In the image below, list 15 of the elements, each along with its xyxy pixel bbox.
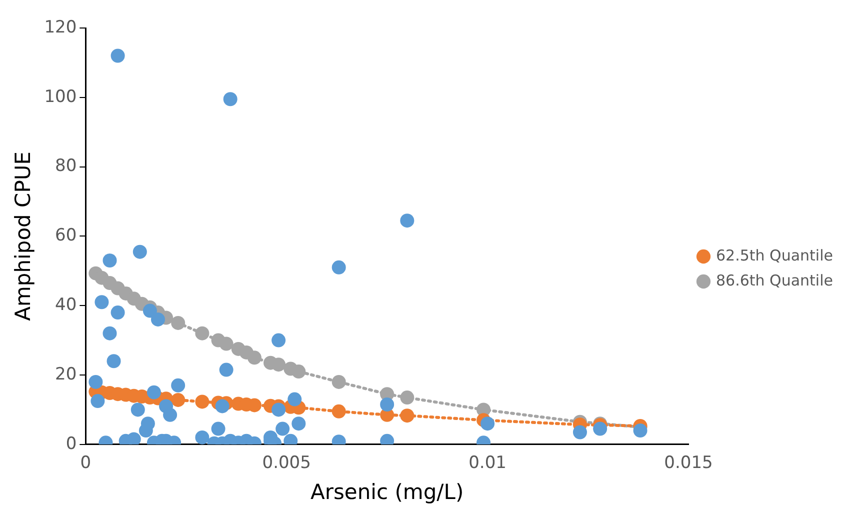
- y-tick-label: 100: [44, 86, 77, 107]
- y-tick-label: 80: [55, 156, 77, 176]
- legend-label: 86.6th Quantile: [716, 271, 834, 290]
- y-tick-label: 120: [44, 17, 77, 38]
- x-axis-title: Arsenic (mg/L): [310, 480, 464, 504]
- y-tick-label: 60: [55, 226, 77, 246]
- legend-label: 62.5th Quantile: [716, 246, 834, 264]
- x-tick-label: 0.005: [262, 453, 311, 474]
- x-tick-label: 0.015: [664, 453, 713, 474]
- x-tick-label: 0.01: [468, 453, 506, 474]
- y-tick-label: 40: [55, 295, 77, 316]
- x-tick-label: 0: [80, 453, 92, 474]
- y-tick-label: 0: [66, 434, 77, 454]
- y-tick-label: 20: [55, 364, 77, 384]
- y-axis-title: Amphipod CPUE: [11, 151, 36, 321]
